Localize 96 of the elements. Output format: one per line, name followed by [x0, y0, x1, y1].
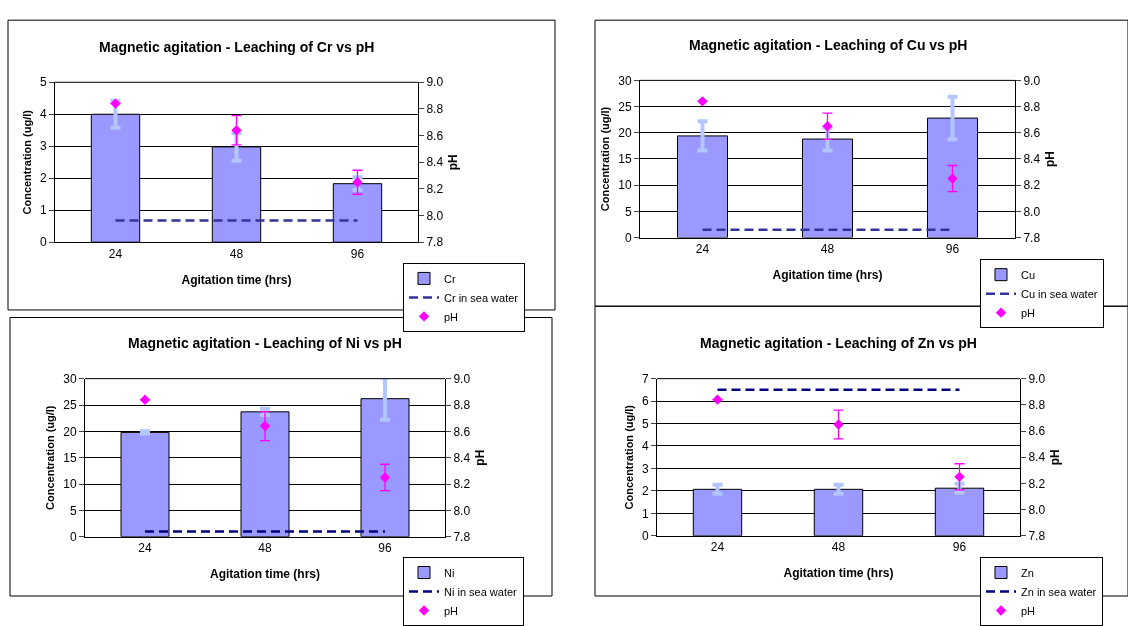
legend-label: pH [1021, 604, 1036, 617]
y2-tick-label: 8.6 [426, 128, 444, 143]
y2-axis-title: pH [1048, 449, 1063, 466]
y-tick-label: 5 [69, 503, 77, 518]
y2-tick-label: 8.4 [426, 155, 444, 170]
y-tick-label: 20 [63, 424, 77, 439]
y-tick-label: 5 [641, 416, 649, 431]
y-tick-label: 5 [39, 75, 47, 90]
legend-label: Cr in sea water [444, 291, 519, 304]
y2-tick-label: 8.8 [1028, 398, 1046, 413]
y2-tick-label: 8.8 [1023, 99, 1041, 114]
y2-tick-label: 8.6 [453, 424, 471, 439]
y2-tick-label: 9.0 [1028, 371, 1046, 386]
y-tick-label: 1 [641, 506, 649, 521]
y-tick-label: 7 [641, 371, 649, 386]
y2-tick-label: 8.8 [426, 102, 444, 117]
y2-axis-title: pH [1043, 150, 1058, 167]
x-axis-title: Agitation time (hrs) [783, 566, 894, 581]
y2-tick-label: 8.2 [426, 182, 444, 197]
y2-tick-label: 8.6 [1023, 125, 1041, 140]
y2-tick-label: 7.8 [426, 235, 444, 250]
x-axis-title: Agitation time (hrs) [181, 272, 292, 287]
legend-label: pH [1021, 306, 1036, 319]
y2-tick-label: 7.8 [453, 529, 471, 544]
y-tick-label: 10 [618, 178, 632, 193]
y2-tick-label: 8.4 [453, 450, 471, 465]
legend-label: Ni [444, 566, 455, 579]
y2-tick-label: 8.6 [1028, 424, 1046, 439]
y-tick-label: 3 [641, 461, 649, 476]
y2-tick-label: 8.2 [1028, 476, 1046, 491]
legend-label: Zn [1021, 566, 1034, 579]
y-tick-label: 25 [63, 398, 77, 413]
y2-tick-label: 7.8 [1028, 528, 1046, 543]
x-tick-label: 48 [258, 541, 272, 556]
y2-tick-label: 8.0 [426, 208, 444, 223]
y-tick-label: 2 [39, 171, 47, 186]
y-tick-label: 0 [641, 528, 649, 543]
legend-label: Cr [444, 272, 456, 285]
y2-tick-label: 8.0 [453, 503, 471, 518]
y-axis-title: Concentration (ug/l) [598, 106, 611, 212]
y2-tick-label: 9.0 [1023, 73, 1041, 88]
y2-axis-title: pH [473, 449, 488, 466]
y2-tick-label: 8.4 [1028, 450, 1046, 465]
x-tick-label: 24 [710, 540, 725, 555]
x-tick-label: 48 [820, 241, 835, 256]
y2-tick-label: 8.2 [453, 477, 471, 492]
y-tick-label: 25 [618, 99, 632, 114]
chart-title: Magnetic agitation - Leaching of Cr vs pH [99, 39, 375, 55]
y2-tick-label: 8.8 [453, 398, 471, 413]
y-axis-title: Concentration (ug/l) [20, 109, 33, 215]
y-tick-label: 15 [63, 450, 77, 465]
y-tick-label: 3 [39, 139, 47, 154]
y-tick-label: 4 [641, 439, 649, 454]
y-tick-label: 4 [39, 107, 47, 122]
y-tick-label: 0 [69, 529, 77, 544]
chart-title: Magnetic agitation - Leaching of Cu vs pH [689, 37, 968, 53]
x-tick-label: 96 [952, 540, 967, 555]
y2-tick-label: 7.8 [1023, 230, 1041, 245]
x-axis-title: Agitation time (hrs) [210, 567, 320, 582]
legend-label: Ni in sea water [444, 585, 518, 598]
y-tick-label: 2 [641, 484, 649, 499]
x-axis-title: Agitation time (hrs) [772, 267, 883, 282]
y2-tick-label: 8.4 [1023, 152, 1041, 167]
y-tick-label: 15 [618, 152, 632, 167]
x-tick-label: 96 [378, 541, 392, 556]
y2-tick-label: 8.0 [1028, 502, 1046, 517]
y2-tick-label: 9.0 [426, 75, 444, 90]
x-tick-label: 48 [831, 540, 846, 555]
x-tick-label: 24 [108, 246, 123, 261]
legend-label: pH [444, 310, 459, 323]
y-tick-label: 30 [63, 371, 77, 386]
x-tick-label: 24 [138, 541, 152, 556]
x-tick-label: 48 [229, 246, 244, 261]
y-tick-label: 6 [641, 394, 649, 409]
y-tick-label: 5 [624, 204, 632, 219]
x-tick-label: 24 [695, 241, 710, 256]
x-tick-label: 96 [350, 246, 365, 261]
y-tick-label: 30 [618, 73, 632, 88]
y-tick-label: 20 [618, 125, 632, 140]
legend-label: Cu [1021, 268, 1036, 281]
legend-label: pH [444, 604, 459, 617]
legend-label: Cu in sea water [1021, 287, 1098, 300]
x-tick-label: 96 [945, 241, 960, 256]
y-axis-title: Concentration (ug/l) [622, 404, 635, 510]
chart-title: Magnetic agitation - Leaching of Zn vs pH [700, 335, 977, 351]
y2-tick-label: 8.2 [1023, 178, 1041, 193]
legend-label: Zn in sea water [1021, 585, 1097, 598]
y-tick-label: 0 [624, 230, 632, 245]
chart-title: Magnetic agitation - Leaching of Ni vs pH [128, 335, 402, 351]
y2-axis-title: pH [446, 154, 461, 171]
y2-tick-label: 8.0 [1023, 204, 1041, 219]
y-tick-label: 10 [63, 477, 77, 492]
y2-tick-label: 9.0 [453, 371, 471, 386]
y-tick-label: 0 [39, 235, 47, 250]
y-axis-title: Concentration (ug/l) [43, 405, 56, 510]
y-tick-label: 1 [39, 203, 47, 218]
